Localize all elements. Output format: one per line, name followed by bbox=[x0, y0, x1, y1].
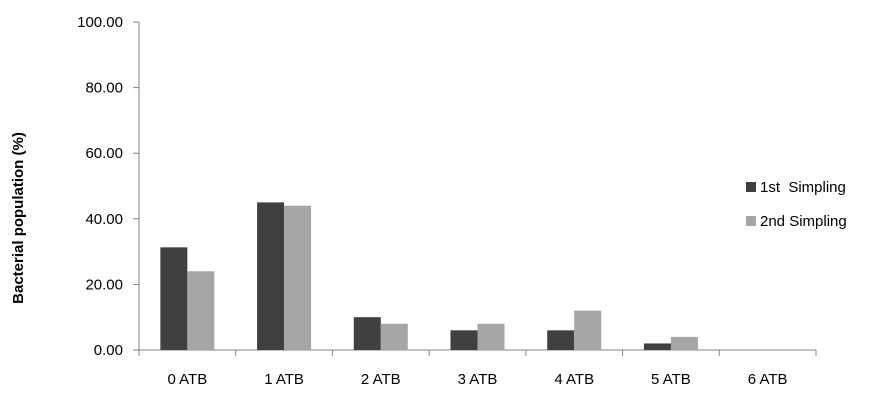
x-tick-label: 1 ATB bbox=[264, 371, 304, 388]
bar-series-1-1-atb bbox=[257, 202, 285, 350]
bar-series-1-0-atb bbox=[160, 247, 188, 350]
x-tick-label: 5 ATB bbox=[651, 371, 691, 388]
bars bbox=[160, 202, 698, 350]
bar-series-2-3-atb bbox=[477, 323, 505, 350]
legend-label: 2nd Simpling bbox=[760, 213, 847, 230]
legend-swatch bbox=[746, 216, 756, 226]
bar-series-2-2-atb bbox=[380, 323, 408, 350]
legend: 1st Simpling 2nd Simpling bbox=[746, 179, 847, 230]
y-tick-label: 60.00 bbox=[85, 145, 123, 162]
bar-series-1-4-atb bbox=[547, 330, 575, 350]
bar-series-2-0-atb bbox=[187, 271, 215, 350]
y-axis-title: Bacterial population (%) bbox=[10, 132, 27, 304]
x-tick-label: 0 ATB bbox=[167, 371, 207, 388]
bar-series-1-5-atb bbox=[643, 343, 671, 350]
x-tick-label: 6 ATB bbox=[748, 371, 788, 388]
y-tick-label: 100.00 bbox=[77, 14, 123, 31]
y-tick-label: 80.00 bbox=[85, 80, 123, 97]
y-tick-label: 0.00 bbox=[94, 342, 123, 359]
bar-series-2-1-atb bbox=[284, 205, 312, 350]
x-tick-label: 4 ATB bbox=[554, 371, 594, 388]
bar-series-2-4-atb bbox=[574, 310, 602, 350]
y-axis: 0.00 20.00 40.00 60.00 80.00 100.00 bbox=[77, 14, 140, 359]
x-tick-label: 3 ATB bbox=[458, 371, 498, 388]
y-tick-label: 20.00 bbox=[85, 276, 123, 293]
legend-label: 1st Simpling bbox=[760, 179, 846, 196]
bar-series-1-3-atb bbox=[450, 330, 478, 350]
bar-series-1-2-atb bbox=[353, 317, 381, 350]
bar-series-2-5-atb bbox=[670, 336, 698, 350]
x-axis: 0 ATB 1 ATB 2 ATB 3 ATB 4 ATB 5 ATB 6 ATB bbox=[138, 349, 817, 388]
x-tick-label: 2 ATB bbox=[361, 371, 401, 388]
y-tick-label: 40.00 bbox=[85, 211, 123, 228]
legend-swatch bbox=[746, 182, 756, 192]
